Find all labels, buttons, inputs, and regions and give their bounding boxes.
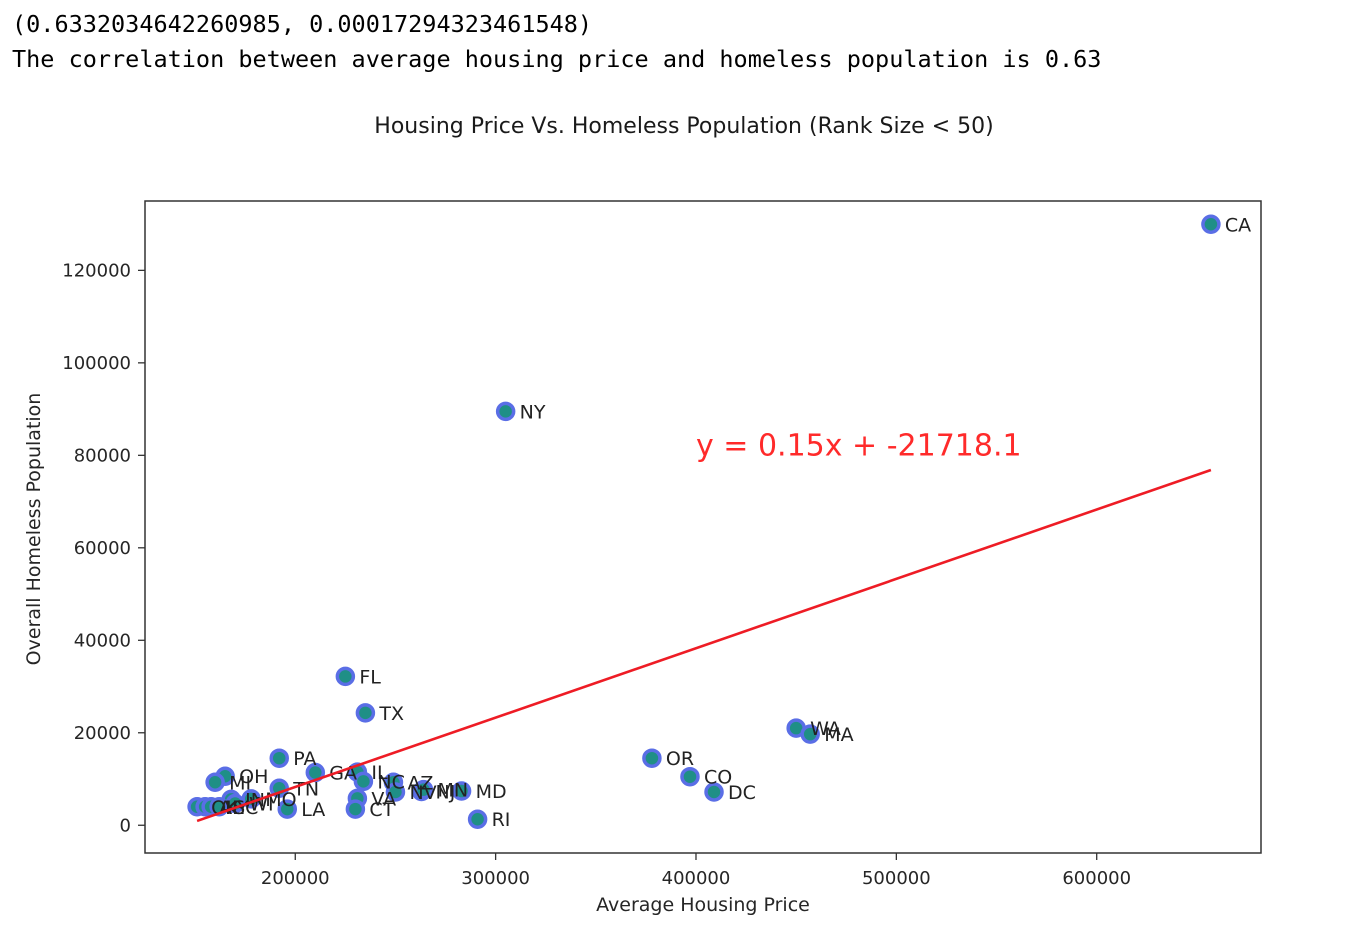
data-point-co (680, 766, 700, 787)
point-label-fl: FL (359, 666, 381, 688)
point-label-ca: CA (1225, 214, 1251, 236)
point-label-ma: MA (824, 724, 853, 746)
point-label-ct: CT (369, 799, 394, 821)
point-label-or: OR (666, 748, 694, 770)
point-label-tx: TX (378, 703, 404, 725)
data-point-nc (353, 771, 374, 792)
point-label-tn: TN (292, 778, 319, 800)
regression-equation-label: y = 0.15x + -21718.1 (696, 428, 1022, 463)
data-point-ma (800, 724, 820, 744)
point-label-az: AZ (407, 772, 433, 794)
y-tick-label: 60000 (74, 538, 131, 559)
y-tick-label: 40000 (74, 630, 131, 651)
point-label-wi: WI (249, 794, 273, 816)
point-label-wa: WA (810, 718, 841, 740)
x-tick-label: 200000 (261, 868, 330, 889)
chart-title: Housing Price Vs. Homeless Population (R… (374, 114, 993, 139)
point-label-oh: OH (239, 766, 268, 788)
x-axis-label: Average Housing Price (596, 894, 810, 916)
correlation-tuple-output: (0.6332034642260985, 0.00017294323461548… (12, 10, 593, 38)
data-point-ny (495, 401, 516, 422)
data-point-la (277, 799, 298, 819)
point-label-md: MD (476, 781, 507, 803)
y-tick-label: 120000 (62, 260, 131, 281)
plot-area-frame (144, 200, 1262, 854)
data-point-dc (704, 782, 724, 802)
x-tick-label: 500000 (862, 868, 931, 889)
point-label-la: LA (301, 799, 325, 821)
y-tick-label: 80000 (74, 445, 131, 466)
y-tick-label: 20000 (74, 723, 131, 744)
data-point-md (451, 781, 472, 801)
point-label-il: IL (371, 762, 388, 784)
point-label-ri: RI (492, 809, 511, 831)
data-point-fl (335, 666, 356, 687)
data-point-ct (345, 799, 366, 819)
data-point-nv (385, 782, 406, 802)
data-point-or (642, 748, 662, 768)
point-label-mi: MI (229, 772, 251, 794)
regression-group (196, 468, 1212, 823)
y-axis-label: Overall Homeless Population (23, 393, 45, 666)
point-label-nv: NV (409, 782, 436, 804)
point-label-dc: DC (728, 782, 756, 804)
data-point-mi (205, 772, 225, 793)
x-axis: 200000 300000 400000 500000 600000 (261, 853, 1131, 889)
data-point-mn (413, 779, 434, 800)
point-label-mn: MN (437, 780, 468, 802)
point-label-va: VA (371, 788, 396, 810)
regression-line (196, 468, 1212, 823)
point-label-co: CO (704, 767, 732, 789)
point-label-ny: NY (520, 401, 546, 423)
x-tick-label: 300000 (461, 868, 530, 889)
data-point-pa (269, 748, 289, 768)
point-label-al: AL (219, 797, 243, 819)
x-tick-label: 400000 (662, 868, 731, 889)
data-point-ri (467, 809, 488, 829)
y-axis: 0 20000 40000 60000 80000 100000 120000 (62, 260, 145, 836)
data-point-tx (355, 703, 376, 723)
data-point-ca (1201, 214, 1221, 235)
x-tick-label: 600000 (1062, 868, 1131, 889)
y-tick-label: 0 (120, 815, 131, 836)
y-tick-label: 100000 (62, 353, 131, 374)
point-label-nc: NC (377, 771, 404, 793)
correlation-statement-output: The correlation between average housing … (12, 45, 1102, 73)
point-label-pa: PA (293, 748, 316, 770)
point-label-nj: NJ (435, 781, 455, 803)
